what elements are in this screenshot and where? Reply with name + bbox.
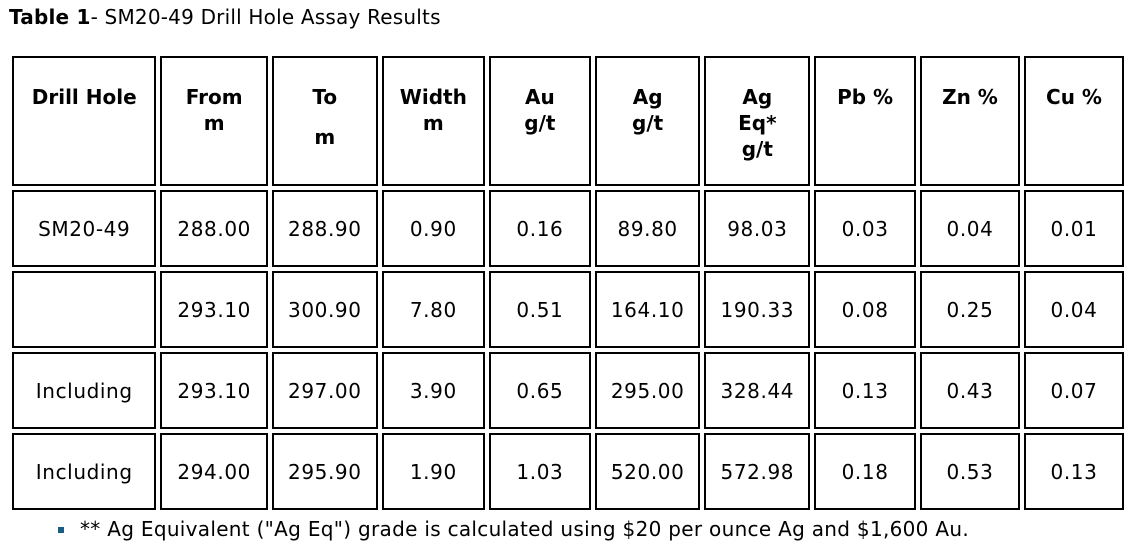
value-cell: 288.90 [271, 190, 378, 267]
column-header-line: Ag [632, 85, 663, 109]
column-header: Ag Eq* g/t [704, 56, 811, 186]
value-cell: 0.08 [814, 271, 916, 348]
column-header-line: m [203, 111, 225, 135]
column-header-line: Width [399, 85, 467, 109]
value-cell: 0.51 [488, 271, 591, 348]
value-cell: 300.90 [271, 271, 378, 348]
column-header-line: To [312, 85, 338, 109]
column-header: Drill Hole [12, 56, 157, 186]
footnote-text: ** Ag Equivalent ("Ag Eq") grade is calc… [80, 517, 969, 541]
column-header-line: Ag [742, 85, 773, 109]
value-cell: 190.33 [704, 271, 811, 348]
column-header-line: g/t [524, 111, 556, 135]
value-cell: 0.04 [919, 190, 1020, 267]
value-cell: 164.10 [594, 271, 701, 348]
caption-text: - SM20-49 Drill Hole Assay Results [90, 5, 441, 29]
column-header-line: Zn % [942, 85, 998, 109]
value-cell: 293.10 [160, 352, 268, 429]
table-row: Including 294.00 295.90 1.90 1.03 520.00 572.9… [12, 433, 1124, 510]
column-header: From m [160, 56, 268, 186]
value-cell: 0.43 [919, 352, 1020, 429]
value-cell: 0.13 [814, 352, 916, 429]
column-header-line: Cu % [1046, 85, 1102, 109]
value-cell: 0.04 [1023, 271, 1124, 348]
value-cell: 0.53 [919, 433, 1020, 510]
drill-hole-cell: Including [12, 433, 157, 510]
column-header: Ag g/t [594, 56, 701, 186]
value-cell: 3.90 [381, 352, 485, 429]
column-header-line: g/t [741, 137, 773, 161]
table-row: SM20-49 288.00 288.90 0.90 0.16 89.80 98.03 0.0… [12, 190, 1124, 267]
column-header: Pb % [814, 56, 916, 186]
column-header: Au g/t [488, 56, 591, 186]
value-cell: 7.80 [381, 271, 485, 348]
drill-hole-cell: Including [12, 352, 157, 429]
value-cell: 0.03 [814, 190, 916, 267]
value-cell: 294.00 [160, 433, 268, 510]
value-cell: 1.90 [381, 433, 485, 510]
table-row: 293.10 300.90 7.80 0.51 164.10 190.33 0.08 0.25… [12, 271, 1124, 348]
value-cell: 98.03 [704, 190, 811, 267]
column-header-line: Eq* [738, 111, 777, 135]
column-header-line: m [422, 111, 444, 135]
column-header: Zn % [919, 56, 1020, 186]
column-header: Cu % [1023, 56, 1124, 186]
column-header-line: Au [525, 85, 555, 109]
drill-hole-cell: SM20-49 [12, 190, 157, 267]
caption-bold: Table 1 [9, 5, 91, 29]
value-cell: 295.00 [594, 352, 701, 429]
value-cell: 0.07 [1023, 352, 1124, 429]
column-header-line [274, 110, 376, 124]
drill-hole-cell [12, 271, 157, 348]
table-caption: Table 1- SM20-49 Drill Hole Assay Result… [9, 5, 441, 29]
table-row: Including 293.10 297.00 3.90 0.65 295.00 328.4… [12, 352, 1124, 429]
column-header-line: Pb % [837, 85, 894, 109]
value-cell: 0.90 [381, 190, 485, 267]
column-header-line: g/t [632, 111, 664, 135]
column-header: To m [271, 56, 378, 186]
column-header-line: Drill Hole [31, 85, 137, 109]
footnote: ** Ag Equivalent ("Ag Eq") grade is calc… [58, 517, 969, 541]
value-cell: 572.98 [704, 433, 811, 510]
value-cell: 0.25 [919, 271, 1020, 348]
column-header-line: m [314, 125, 336, 149]
value-cell: 288.00 [160, 190, 268, 267]
column-header-line: From [185, 85, 243, 109]
value-cell: 328.44 [704, 352, 811, 429]
value-cell: 0.13 [1023, 433, 1124, 510]
column-header: Width m [381, 56, 485, 186]
value-cell: 293.10 [160, 271, 268, 348]
value-cell: 0.01 [1023, 190, 1124, 267]
value-cell: 0.18 [814, 433, 916, 510]
header-row: Drill Hole From m To m Width m Au g/t Ag g/t Ag Eq* g… [12, 56, 1124, 186]
value-cell: 0.16 [488, 190, 591, 267]
value-cell: 0.65 [488, 352, 591, 429]
value-cell: 89.80 [594, 190, 701, 267]
value-cell: 297.00 [271, 352, 378, 429]
bullet-icon [58, 527, 64, 533]
value-cell: 295.90 [271, 433, 378, 510]
assay-table: Drill Hole From m To m Width m Au g/t Ag g/t Ag Eq* g… [8, 52, 1128, 514]
value-cell: 520.00 [594, 433, 701, 510]
value-cell: 1.03 [488, 433, 591, 510]
